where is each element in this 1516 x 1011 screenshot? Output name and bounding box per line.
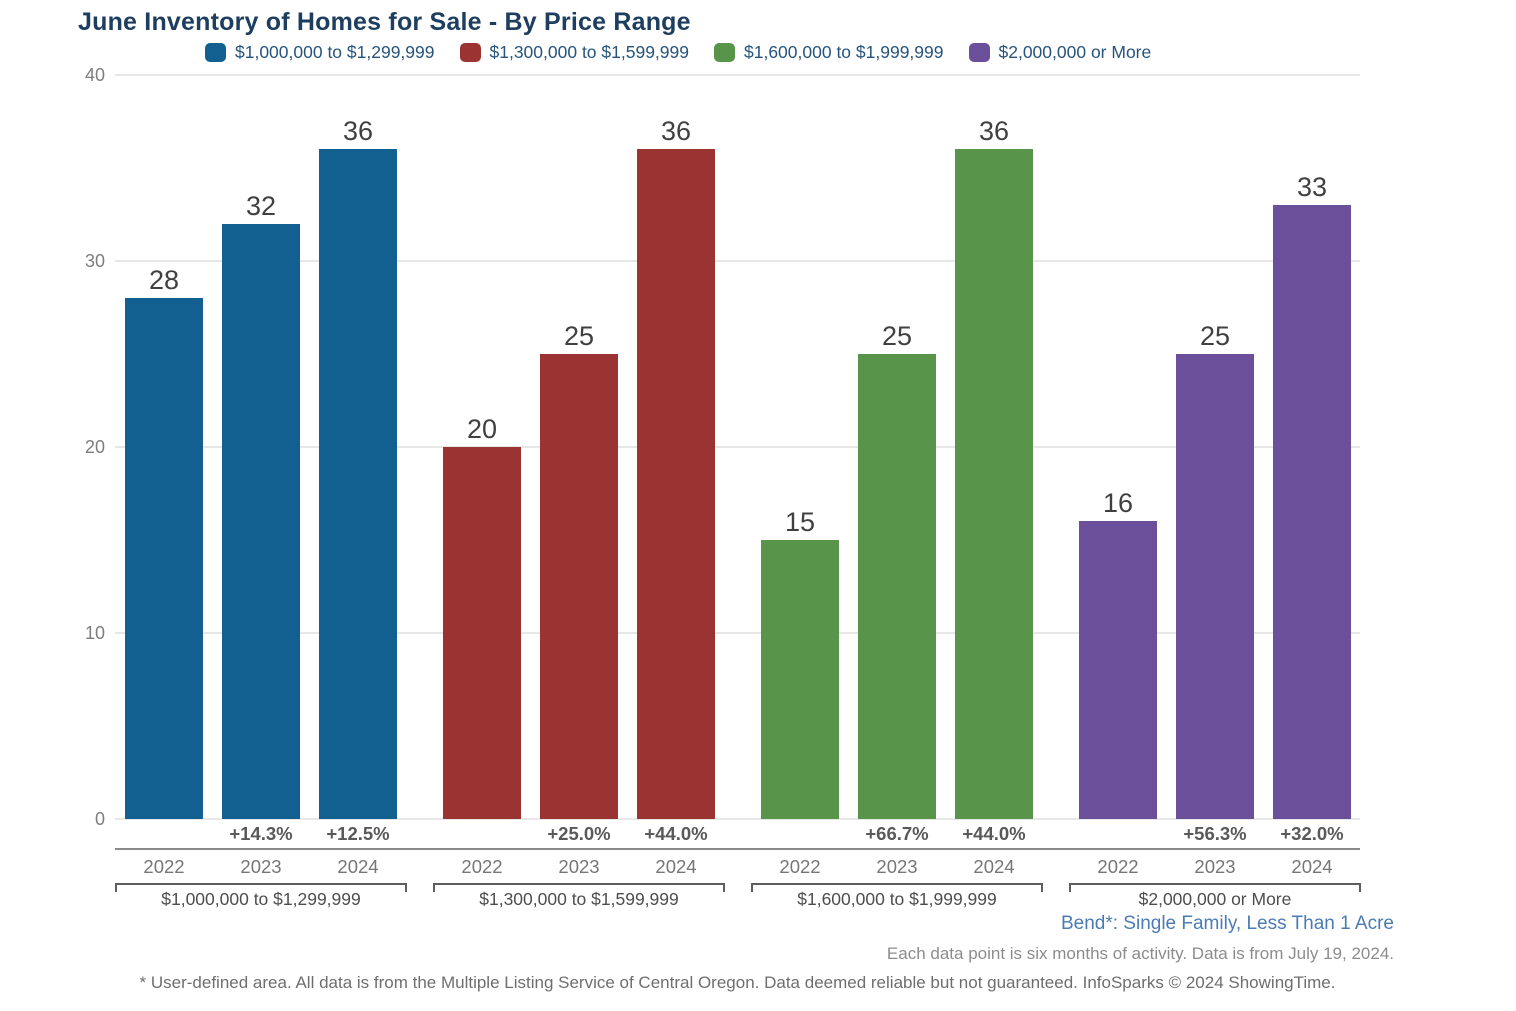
bar-2024[interactable]: 36 xyxy=(319,116,397,819)
pct-change-label: +66.7% xyxy=(865,823,929,844)
year-tick-label: 2023 xyxy=(558,856,600,877)
plot-area: 28 32 36 20 25 36 15 25 36 16 25 33 xyxy=(115,74,1360,820)
group-price-range-label: $1,300,000 to $1,599,999 xyxy=(479,889,679,909)
year-tick-label: 2024 xyxy=(1291,856,1333,877)
bar-value-label: 28 xyxy=(148,265,180,296)
year-axis-row: 2022 2023 2024 xyxy=(1079,856,1351,880)
bar-value-label: 20 xyxy=(466,414,498,444)
bar-group: 20 25 36 xyxy=(443,75,715,819)
bar-2022[interactable]: 20 xyxy=(443,414,521,819)
gridline xyxy=(115,446,1360,448)
y-axis-tick-label: 20 xyxy=(84,437,105,457)
bar-value-label: 25 xyxy=(563,321,595,351)
disclaimer-footnote: * User-defined area. All data is from th… xyxy=(139,973,1336,992)
year-tick-label: 2024 xyxy=(337,856,379,877)
pct-change-label: +12.5% xyxy=(326,823,390,844)
legend-swatch-icon xyxy=(459,43,481,62)
bar-value-label: 36 xyxy=(342,116,374,147)
bar-2022[interactable]: 28 xyxy=(125,265,203,819)
bar-value-label: 25 xyxy=(1199,321,1231,351)
y-axis-tick-label: 30 xyxy=(84,251,105,271)
pct-change-row: +25.0% +44.0% xyxy=(443,823,715,847)
pct-change-label xyxy=(125,823,203,847)
pct-change-row: +14.3% +12.5% xyxy=(125,823,397,847)
bar-value-label: 36 xyxy=(660,116,692,147)
bar-value-label: 33 xyxy=(1296,172,1328,203)
year-tick-label: 2023 xyxy=(240,856,282,877)
pct-change-label: +25.0% xyxy=(547,823,611,844)
year-tick-label: 2023 xyxy=(1194,856,1236,877)
y-axis-tick-label: 40 xyxy=(84,65,105,85)
group-bracket xyxy=(115,883,407,892)
bar-value-label: 36 xyxy=(978,116,1010,147)
bar-value-label: 25 xyxy=(881,321,913,351)
y-axis-tick-label: 0 xyxy=(94,809,105,829)
x-axis-area: +14.3% +12.5% 2022 2023 2024 $1,000,000 to $1… xyxy=(115,819,1361,929)
bar-value-label: 16 xyxy=(1102,488,1134,519)
bar-2024[interactable]: 36 xyxy=(955,116,1033,819)
y-axis-tick-label: 10 xyxy=(84,623,105,643)
bar-group: 15 25 36 xyxy=(761,75,1033,819)
bar-group: 28 32 36 xyxy=(125,75,397,819)
bar-2024[interactable]: 36 xyxy=(637,116,715,819)
area-caption: Bend*: Single Family, Less Than 1 Acre xyxy=(1060,913,1394,934)
pct-change-label: +44.0% xyxy=(644,823,708,844)
year-axis-row: 2022 2023 2024 xyxy=(125,856,397,880)
year-tick-label: 2024 xyxy=(973,856,1015,877)
year-tick-label: 2022 xyxy=(779,856,821,877)
legend-label: $1,300,000 to $1,599,999 xyxy=(489,42,690,62)
bar-2022[interactable]: 16 xyxy=(1079,488,1157,819)
legend-label: $1,600,000 to $1,999,999 xyxy=(744,42,944,62)
year-axis-row: 2022 2023 2024 xyxy=(761,856,1033,880)
legend-item[interactable]: $1,300,000 to $1,599,999 xyxy=(459,42,690,63)
pct-change-row: +66.7% +44.0% xyxy=(761,823,1033,847)
group-price-range-label: $1,000,000 to $1,299,999 xyxy=(161,889,361,909)
group-price-range-label: $2,000,000 or More xyxy=(1138,889,1292,909)
gridline xyxy=(115,260,1360,262)
gridline xyxy=(115,818,1360,820)
legend-item[interactable]: $1,600,000 to $1,999,999 xyxy=(714,42,944,63)
year-tick-label: 2022 xyxy=(143,856,185,877)
gridline xyxy=(115,74,1360,76)
legend-item[interactable]: $1,000,000 to $1,299,999 xyxy=(205,42,435,63)
legend-swatch-icon xyxy=(714,43,735,62)
legend-swatch-icon xyxy=(205,43,226,62)
pct-change-label xyxy=(761,823,839,847)
bar-value-label: 15 xyxy=(784,507,816,537)
chart-title: June Inventory of Homes for Sale - By Pr… xyxy=(78,8,691,36)
group-bracket xyxy=(751,883,1043,892)
legend-label: $1,000,000 to $1,299,999 xyxy=(235,42,435,62)
bar-2023[interactable]: 25 xyxy=(540,321,618,819)
bar-2022[interactable]: 15 xyxy=(761,507,839,819)
pct-change-label xyxy=(1079,823,1157,847)
bar-2023[interactable]: 25 xyxy=(858,321,936,819)
pct-change-row: +56.3% +32.0% xyxy=(1079,823,1351,847)
bar-2024[interactable]: 33 xyxy=(1273,172,1351,819)
year-tick-label: 2024 xyxy=(655,856,697,877)
group-bracket xyxy=(433,883,725,892)
pct-change-label: +32.0% xyxy=(1280,823,1344,844)
chart-legend: $1,000,000 to $1,299,999 $1,300,000 to $1… xyxy=(205,42,1151,63)
bar-value-label: 32 xyxy=(245,190,277,221)
legend-swatch-icon xyxy=(968,43,990,62)
legend-label: $2,000,000 or More xyxy=(998,42,1152,62)
year-tick-label: 2022 xyxy=(1097,856,1139,877)
group-price-range-label: $1,600,000 to $1,999,999 xyxy=(797,889,997,909)
year-tick-label: 2022 xyxy=(461,856,503,877)
group-bracket xyxy=(1069,883,1361,892)
pct-change-label: +14.3% xyxy=(229,823,293,844)
year-tick-label: 2023 xyxy=(876,856,918,877)
gridline xyxy=(115,632,1360,634)
pct-change-label xyxy=(443,823,521,847)
data-note: Each data point is six months of activit… xyxy=(886,944,1394,963)
axis-divider-line xyxy=(115,848,1360,850)
pct-change-label: +44.0% xyxy=(962,823,1026,844)
pct-change-label: +56.3% xyxy=(1183,823,1247,844)
bar-2023[interactable]: 25 xyxy=(1176,321,1254,819)
legend-item[interactable]: $2,000,000 or More xyxy=(968,42,1152,63)
bar-group: 16 25 33 xyxy=(1079,75,1351,819)
year-axis-row: 2022 2023 2024 xyxy=(443,856,715,880)
bar-2023[interactable]: 32 xyxy=(222,191,300,819)
